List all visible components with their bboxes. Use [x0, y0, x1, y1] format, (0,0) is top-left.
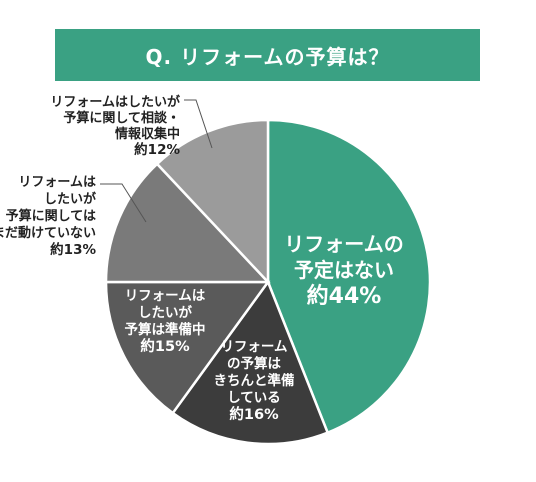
slice-label-3: リフォームは — [125, 288, 206, 304]
slice-label-4: 予算に関しては — [6, 208, 96, 224]
slice-label-5: 予算に関して相談・ — [63, 110, 180, 126]
slice-label-3: したいが — [138, 304, 192, 321]
pie-slice-1 — [266, 118, 432, 435]
slice-label-4: したいが — [44, 191, 96, 207]
slice-value-label-3: 約15% — [140, 337, 190, 355]
slice-label-5: 情報収集中 — [115, 126, 180, 142]
slice-label-4: リフォームは — [18, 175, 96, 190]
slice-value-label-1: 約44% — [307, 283, 382, 309]
slice-value-label-5: 約12% — [134, 141, 180, 158]
chart-title: Q. リフォームの予算は？ — [55, 29, 480, 81]
slice-label-2: している — [227, 390, 281, 406]
slice-label-2: きちんと準備 — [214, 372, 295, 389]
slice-label-5: リフォームはしたいが — [50, 94, 180, 110]
leader-line-4 — [100, 183, 147, 223]
slice-label-3: 予算は準備中 — [125, 321, 206, 338]
slice-label-1: リフォームの — [284, 232, 403, 256]
slice-label-4: まだ動けていない — [0, 225, 96, 241]
pie-slice-2 — [171, 279, 330, 446]
slice-label-2: の予算は — [227, 355, 281, 372]
pie-slice-3 — [104, 280, 271, 415]
slice-label-2: リフォーム — [220, 339, 287, 355]
leader-line-5 — [184, 99, 213, 149]
slice-value-label-4: 約13% — [50, 241, 96, 258]
pie-slice-4 — [104, 162, 271, 284]
pie-slice-5 — [155, 118, 270, 286]
slice-label-1: 予定はない — [294, 258, 394, 282]
slice-value-label-2: 約16% — [229, 405, 279, 423]
